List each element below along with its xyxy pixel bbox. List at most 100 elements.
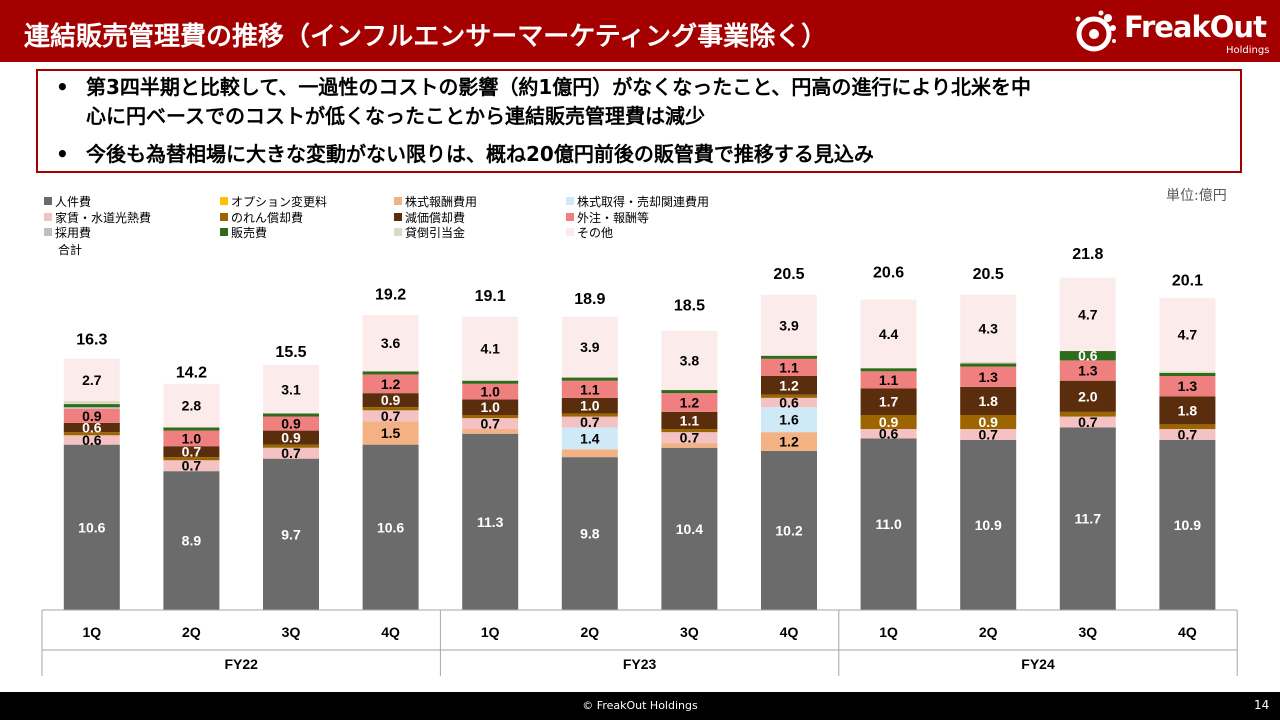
bar-segment-depreciation-4: [462, 399, 519, 415]
data-label-personnel-0: 10.6: [78, 519, 105, 535]
data-label-personnel-6: 10.4: [676, 521, 703, 537]
bar-segment-outsourcing-6: [661, 393, 718, 412]
legend-swatch-stock_trade: [566, 197, 574, 205]
bar-segment-bad_debt-11: [1159, 371, 1216, 373]
bar-segment-other-1: [163, 383, 220, 428]
data-label-depreciation-5: 1.0: [580, 398, 600, 414]
bar-segment-rent-8: [860, 429, 917, 439]
bar-segment-stock_comp-3: [362, 421, 419, 445]
data-label-rent-10: 0.7: [1078, 414, 1098, 430]
bar-segment-goodwill-10: [1059, 411, 1116, 417]
freakout-logo-icon: [1075, 10, 1116, 52]
bar-segment-sales-5: [561, 377, 618, 381]
bar-segment-personnel-8: [860, 438, 917, 610]
bar-segment-sales-0: [63, 404, 120, 408]
bar-segment-sales-11: [1159, 372, 1216, 376]
bar-segment-personnel-10: [1059, 427, 1116, 610]
bar-segment-personnel-2: [263, 458, 319, 610]
data-label-outsourcing-10: 1.3: [1078, 363, 1098, 379]
bar-segment-goodwill-9: [960, 415, 1017, 430]
data-label-outsourcing-5: 1.1: [580, 381, 600, 397]
data-label-other-11: 4.7: [1178, 327, 1198, 343]
bar-segment-rent-0: [63, 435, 120, 445]
bar-segment-goodwill-6: [661, 429, 718, 433]
data-label-outsourcing-8: 1.1: [879, 372, 899, 388]
bar-segment-goodwill-3: [362, 407, 419, 411]
legend-label-other: その他: [577, 226, 614, 240]
bar-segment-stock_comp-6: [661, 443, 718, 448]
data-label-outsourcing-0: 0.9: [82, 408, 102, 424]
bar-segment-outsourcing-1: [163, 430, 220, 447]
data-label-other-5: 3.9: [580, 339, 600, 355]
copyright-text: © FreakOut Holdings: [582, 699, 698, 712]
bar-segment-outsourcing-11: [1159, 376, 1216, 397]
x-tick-label-5: 2Q: [580, 624, 599, 640]
bar-segment-other-5: [561, 316, 618, 378]
x-tick-label-2: 3Q: [282, 624, 301, 640]
data-label-rent-0: 0.6: [82, 432, 102, 448]
bar-segment-other-11: [1159, 298, 1216, 372]
bar-segment-personnel-3: [362, 444, 419, 610]
data-label-rent-2: 0.7: [281, 445, 301, 461]
data-label-goodwill-8: 0.9: [879, 414, 899, 430]
bar-segment-stock_trade-5: [561, 427, 618, 450]
bar-segment-stock_comp-5: [561, 449, 618, 458]
bar-segment-goodwill-8: [860, 415, 917, 430]
data-label-outsourcing-3: 1.2: [381, 376, 401, 392]
data-label-outsourcing-9: 1.3: [978, 369, 998, 385]
bar-segment-sales-3: [362, 371, 419, 375]
bar-segment-depreciation-1: [163, 446, 220, 458]
bar-segment-sales-8: [860, 368, 917, 372]
bullet-2-symbol: •: [56, 142, 69, 166]
slide-footer: © FreakOut Holdings 14: [0, 692, 1280, 720]
data-label-depreciation-2: 0.9: [281, 430, 301, 446]
data-label-personnel-5: 9.8: [580, 526, 600, 542]
data-label-rent-8: 0.6: [879, 426, 899, 442]
sga-stacked-bar-chart: 10.60.60.60.92.716.31Q8.90.70.71.02.814.…: [41, 246, 1238, 676]
bar-segment-outsourcing-7: [761, 358, 817, 376]
slide-header: 連結販売管理費の推移（インフルエンサーマーケティング事業除く） FreakOut…: [0, 0, 1280, 62]
data-label-goodwill-9: 0.9: [978, 414, 998, 430]
total-label-0: 16.3: [76, 332, 107, 349]
legend-label-rent: 家賃・水道光熱費: [55, 210, 152, 225]
legend-label-bad_debt: 貸倒引当金: [405, 226, 466, 240]
data-label-other-7: 3.9: [779, 317, 799, 333]
bar-segment-personnel-9: [960, 439, 1017, 610]
bar-segment-sales-9: [960, 363, 1017, 367]
data-label-depreciation-6: 1.1: [680, 412, 700, 428]
bar-segment-rent-4: [462, 418, 519, 430]
x-tick-label-10: 3Q: [1078, 624, 1097, 640]
data-label-depreciation-1: 0.7: [182, 444, 202, 460]
data-label-rent-5: 0.7: [580, 414, 600, 430]
bar-segment-sales-1: [163, 427, 220, 431]
data-label-depreciation-8: 1.7: [879, 394, 899, 410]
total-label-3: 19.2: [375, 286, 406, 303]
data-label-depreciation-0: 0.6: [82, 419, 102, 435]
bar-segment-bad_debt-0: [63, 400, 120, 405]
data-label-sales-10: 0.6: [1078, 348, 1098, 364]
legend-label-recruiting: 採用費: [55, 226, 92, 240]
bar-segment-other-3: [362, 315, 419, 372]
data-label-stock_trade-7: 1.6: [779, 412, 799, 428]
legend-swatch-goodwill: [220, 212, 228, 221]
bar-segment-depreciation-7: [761, 376, 817, 395]
bar-segment-depreciation-11: [1159, 396, 1216, 425]
data-label-depreciation-10: 2.0: [1078, 388, 1098, 404]
bar-segment-other-4: [462, 316, 519, 381]
bar-segment-sales-7: [761, 355, 817, 359]
bar-segment-depreciation-8: [860, 388, 917, 415]
bar-segment-depreciation-10: [1059, 380, 1116, 412]
legend-swatch-other: [566, 228, 574, 236]
bar-segment-sales-4: [462, 380, 519, 384]
total-label-10: 21.8: [1072, 246, 1103, 263]
bar-segment-depreciation-9: [960, 386, 1017, 415]
bar-segment-rent-2: [263, 447, 319, 459]
group-label-fy22: FY22: [224, 656, 258, 672]
bar-segment-goodwill-2: [263, 444, 319, 448]
total-label-2: 15.5: [275, 344, 306, 361]
logo-wordmark: FreakOut: [1124, 10, 1267, 44]
bar-segment-goodwill-5: [561, 413, 618, 417]
data-label-rent-9: 0.7: [978, 427, 998, 443]
bar-segment-goodwill-4: [462, 415, 519, 419]
total-label-4: 19.1: [475, 288, 506, 305]
